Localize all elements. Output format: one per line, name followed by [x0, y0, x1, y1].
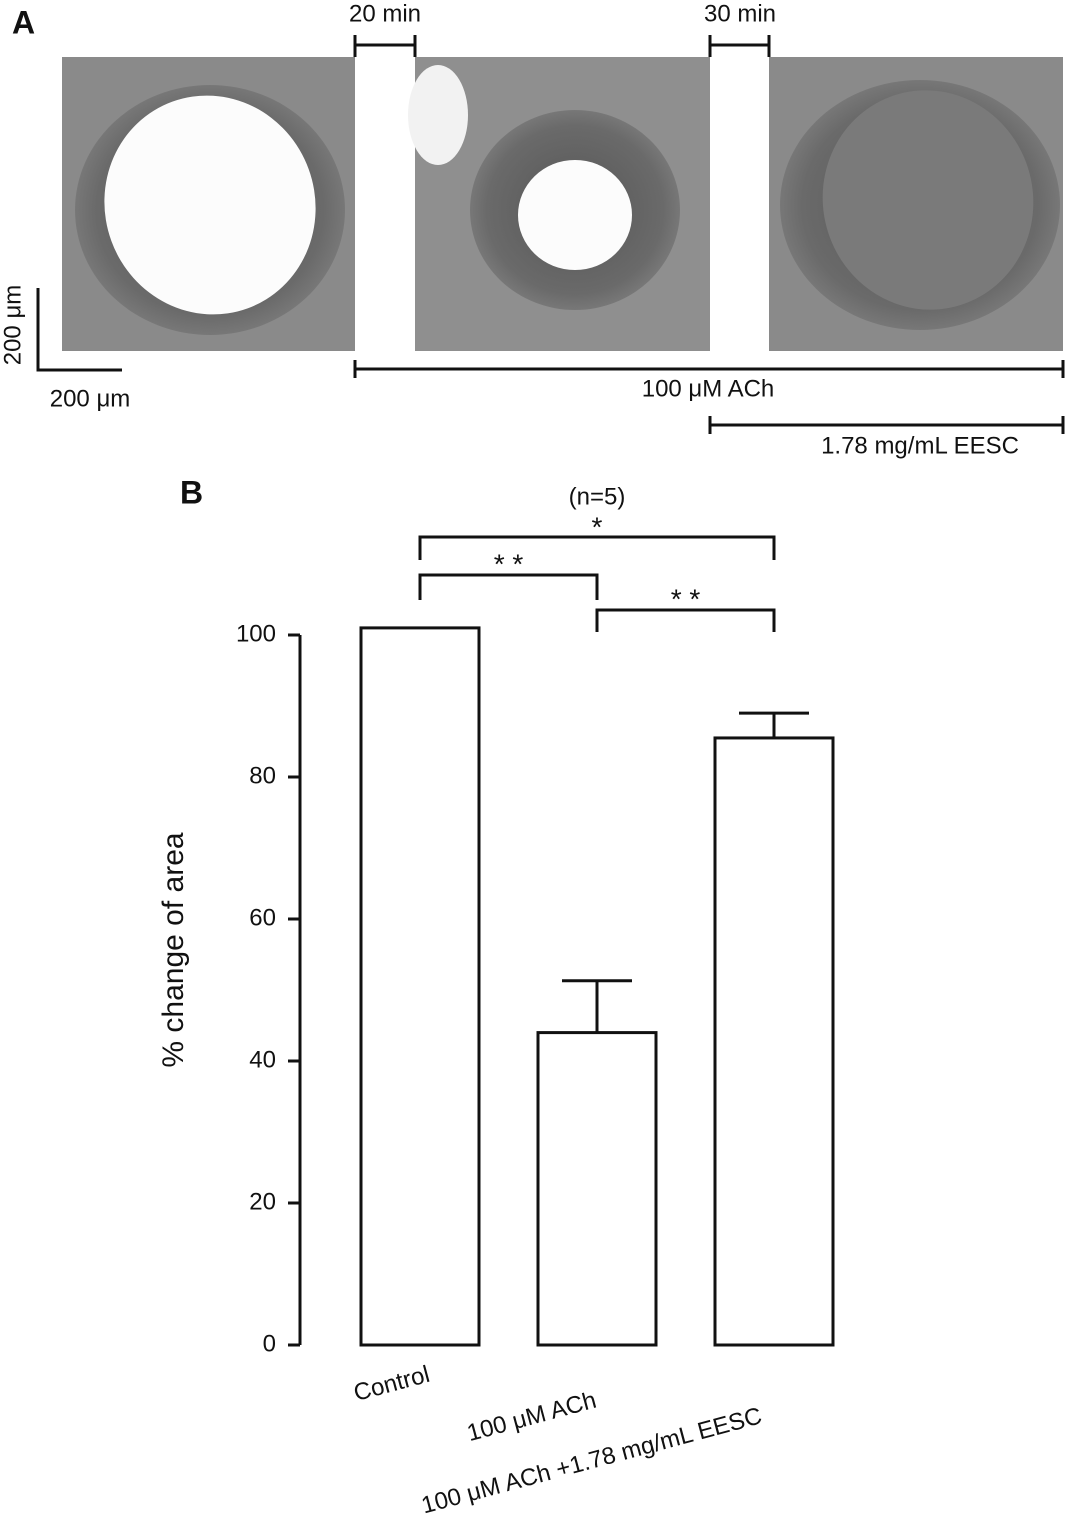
y-tick-label: 80	[249, 762, 276, 789]
y-tick-label: 100	[236, 620, 276, 647]
interval-label: 30 min	[704, 0, 776, 27]
treatment-label: 100 μM ACh	[642, 375, 775, 402]
y-tick-label: 40	[249, 1046, 276, 1073]
y-tick-label: 0	[263, 1330, 276, 1357]
significance-bracket	[595, 608, 776, 632]
interval-label: 20 min	[349, 0, 421, 27]
y-tick-label: 20	[249, 1188, 276, 1215]
timing-brackets	[36, 35, 1065, 434]
bar	[536, 1031, 658, 1347]
significance-label: * *	[671, 583, 701, 614]
significance-bracket	[418, 573, 599, 600]
significance-label: *	[592, 511, 603, 542]
micrograph-control	[62, 57, 355, 351]
micrograph-ach	[408, 57, 710, 351]
y-tick-label: 60	[249, 904, 276, 931]
bar	[359, 626, 481, 1347]
x-tick-label: Control	[351, 1361, 433, 1407]
micrograph-eesc	[769, 57, 1063, 351]
scale-bar-label: 200 μm	[0, 285, 26, 366]
error-bar	[562, 979, 632, 1033]
significance-bracket	[418, 535, 776, 560]
bar	[713, 736, 835, 1347]
panel-label: A	[12, 4, 35, 40]
y-axis-label: % change of area	[157, 832, 190, 1067]
treatment-label: 1.78 mg/mL EESC	[821, 432, 1019, 459]
x-tick-label: 100 μM ACh	[464, 1387, 599, 1447]
scale-bar-label: 200 μm	[50, 385, 131, 412]
error-bar	[739, 711, 809, 738]
panel-label: B	[180, 474, 203, 510]
annotation: (n=5)	[569, 483, 626, 510]
significance-label: * *	[494, 548, 524, 579]
